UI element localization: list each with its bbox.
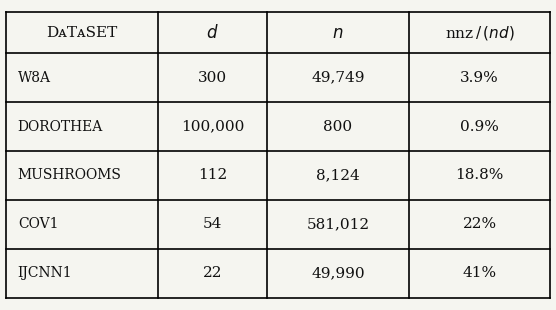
Text: 100,000: 100,000 xyxy=(181,120,244,134)
Text: 0.9%: 0.9% xyxy=(460,120,499,134)
Text: 800: 800 xyxy=(324,120,353,134)
Text: $d$: $d$ xyxy=(206,24,219,42)
Text: 54: 54 xyxy=(203,217,222,231)
Text: 41%: 41% xyxy=(463,266,497,280)
Text: nnz$\,/\,(nd)$: nnz$\,/\,(nd)$ xyxy=(445,24,514,42)
Text: 112: 112 xyxy=(198,168,227,183)
Text: IJCNN1: IJCNN1 xyxy=(18,266,72,280)
Text: COV1: COV1 xyxy=(18,217,58,231)
Text: 8,124: 8,124 xyxy=(316,168,360,183)
Text: W8A: W8A xyxy=(18,71,51,85)
Text: 49,749: 49,749 xyxy=(311,71,365,85)
Text: MUSHROOMS: MUSHROOMS xyxy=(18,168,122,183)
Text: $n$: $n$ xyxy=(332,24,344,42)
Text: DOROTHEA: DOROTHEA xyxy=(18,120,103,134)
Text: 18.8%: 18.8% xyxy=(455,168,504,183)
Text: 22%: 22% xyxy=(463,217,497,231)
Text: 49,990: 49,990 xyxy=(311,266,365,280)
Text: 22: 22 xyxy=(203,266,222,280)
Text: 300: 300 xyxy=(198,71,227,85)
Text: 581,012: 581,012 xyxy=(306,217,370,231)
Text: DᴀTᴀSET: DᴀTᴀSET xyxy=(46,26,117,40)
FancyBboxPatch shape xyxy=(6,12,550,298)
Text: 3.9%: 3.9% xyxy=(460,71,499,85)
